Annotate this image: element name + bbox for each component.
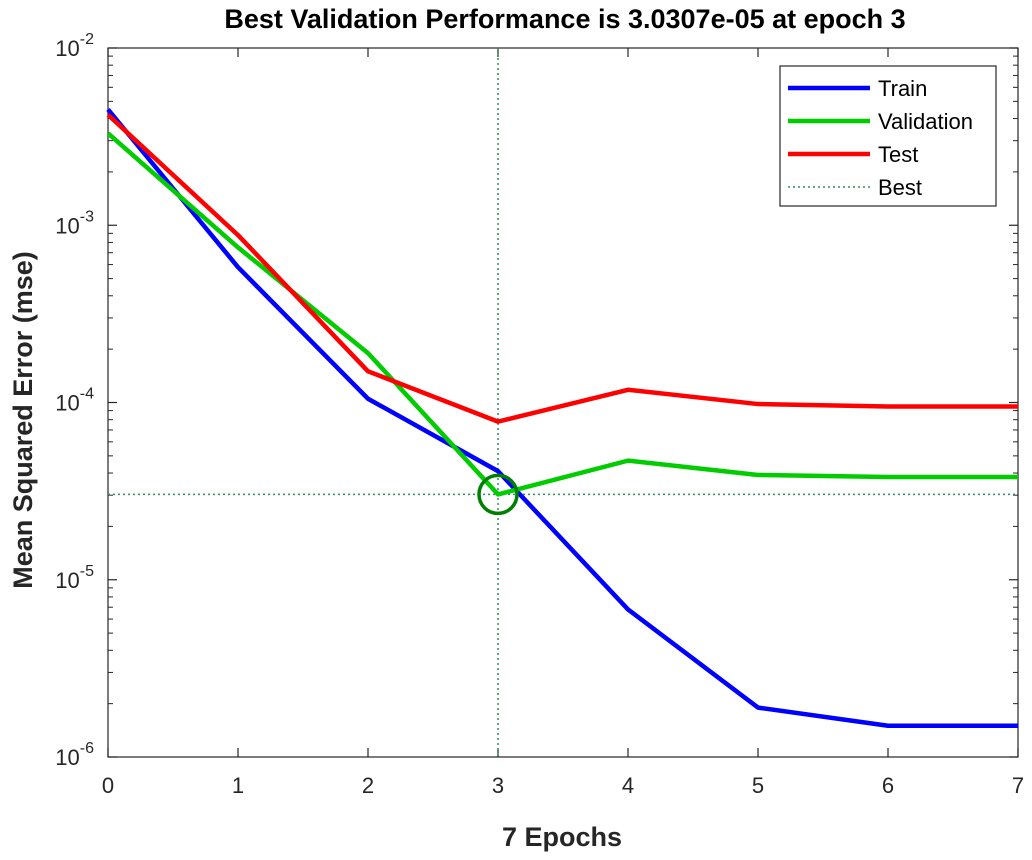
legend-label-train: Train xyxy=(878,76,927,101)
plot-area: 0 1 2 3 4 5 6 710-610-510-410-310-2 xyxy=(55,31,1024,798)
y-tick-label-exponent: -5 xyxy=(80,563,94,580)
y-tick-label-exponent: -3 xyxy=(80,208,94,225)
x-tick-label: 3 xyxy=(492,773,504,798)
y-tick-label-base: 10 xyxy=(55,745,79,770)
series-test-line xyxy=(106,113,1018,424)
series-validation-line xyxy=(106,131,1018,497)
legend-label-test: Test xyxy=(878,142,918,167)
x-tick-label: 4 xyxy=(622,773,634,798)
y-tick-label-exponent: -4 xyxy=(80,386,94,403)
legend: Train Validation Test Best xyxy=(779,65,997,207)
x-tick-label: 1 xyxy=(232,773,244,798)
x-tick-label: 0 xyxy=(102,773,114,798)
legend-label-validation: Validation xyxy=(878,109,973,134)
y-tick-label-exponent: -6 xyxy=(80,740,94,757)
y-axis-title: Mean Squared Error (mse) xyxy=(8,251,38,589)
x-tick-label: 6 xyxy=(882,773,894,798)
chart-title: Best Validation Performance is 3.0307e-0… xyxy=(224,4,905,34)
y-tick-label-base: 10 xyxy=(55,36,79,61)
y-tick-label: 10-6 xyxy=(55,740,94,770)
y-tick-label-base: 10 xyxy=(55,568,79,593)
x-axis-title: 7 Epochs xyxy=(502,822,622,852)
x-tick-label: 7 xyxy=(1012,773,1024,798)
x-tick-label: 5 xyxy=(752,773,764,798)
best-marker xyxy=(477,473,519,516)
y-tick-label: 10-5 xyxy=(55,563,94,593)
y-tick-label-base: 10 xyxy=(55,213,79,238)
y-tick-label: 10-3 xyxy=(55,208,94,238)
y-tick-label: 10-2 xyxy=(55,31,94,61)
y-tick-label-exponent: -2 xyxy=(80,31,94,48)
series-train-line xyxy=(106,108,1018,729)
x-tick-label: 2 xyxy=(362,773,374,798)
y-tick-label-base: 10 xyxy=(55,391,79,416)
legend-label-best: Best xyxy=(878,175,922,200)
y-tick-label: 10-4 xyxy=(55,386,94,416)
